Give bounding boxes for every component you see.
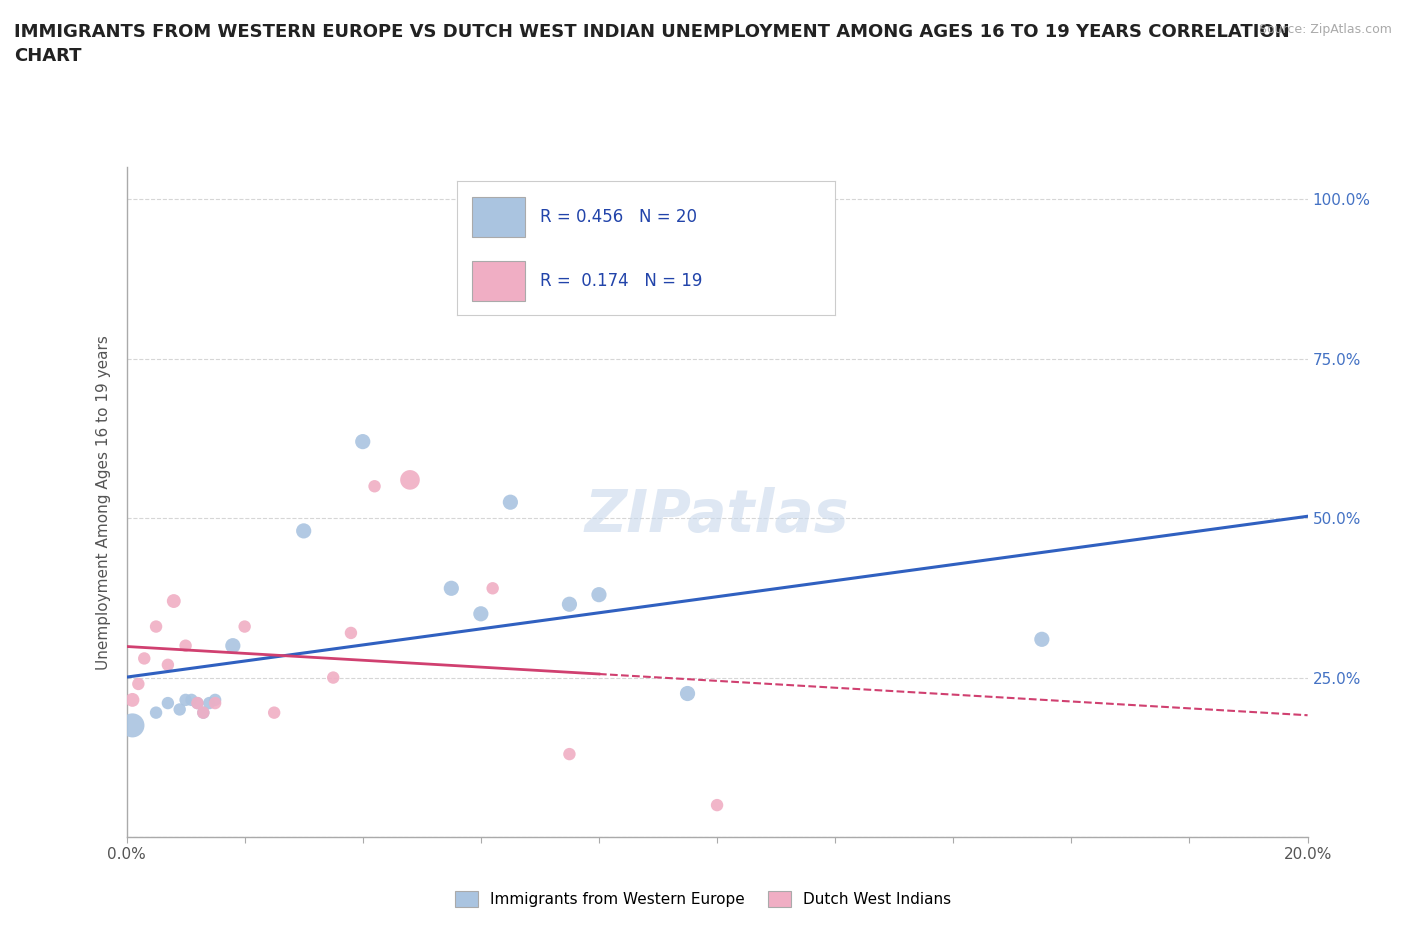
Text: Source: ZipAtlas.com: Source: ZipAtlas.com	[1258, 23, 1392, 36]
Point	[180, 693, 202, 708]
Point	[558, 747, 581, 762]
Point	[470, 606, 492, 621]
Point	[156, 658, 179, 672]
Point	[340, 626, 363, 641]
Point	[134, 651, 156, 666]
Point	[399, 472, 422, 487]
Point	[233, 619, 256, 634]
Point	[352, 434, 374, 449]
Point	[204, 696, 226, 711]
Point	[174, 693, 197, 708]
Point	[1031, 631, 1053, 646]
Point	[145, 705, 167, 720]
Point	[145, 619, 167, 634]
Point	[163, 593, 186, 608]
Point	[193, 705, 215, 720]
Point	[588, 587, 610, 602]
Point	[481, 581, 503, 596]
Point	[706, 798, 728, 813]
Y-axis label: Unemployment Among Ages 16 to 19 years: Unemployment Among Ages 16 to 19 years	[96, 335, 111, 670]
Point	[499, 495, 522, 510]
Point	[186, 696, 208, 711]
Point	[174, 638, 197, 653]
Point	[121, 693, 143, 708]
Point	[558, 597, 581, 612]
Point	[121, 718, 143, 733]
Point	[222, 638, 245, 653]
Text: IMMIGRANTS FROM WESTERN EUROPE VS DUTCH WEST INDIAN UNEMPLOYMENT AMONG AGES 16 T: IMMIGRANTS FROM WESTERN EUROPE VS DUTCH …	[14, 23, 1289, 65]
Point	[676, 686, 699, 701]
Text: ZIPatlas: ZIPatlas	[585, 487, 849, 544]
Point	[156, 696, 179, 711]
Point	[169, 702, 191, 717]
Point	[127, 676, 149, 691]
Point	[440, 581, 463, 596]
Point	[263, 705, 285, 720]
Legend: Immigrants from Western Europe, Dutch West Indians: Immigrants from Western Europe, Dutch We…	[449, 884, 957, 913]
Point	[292, 524, 315, 538]
Point	[363, 479, 385, 494]
Point	[204, 693, 226, 708]
Point	[193, 705, 215, 720]
Point	[322, 671, 344, 685]
Point	[198, 696, 221, 711]
Point	[186, 696, 208, 711]
